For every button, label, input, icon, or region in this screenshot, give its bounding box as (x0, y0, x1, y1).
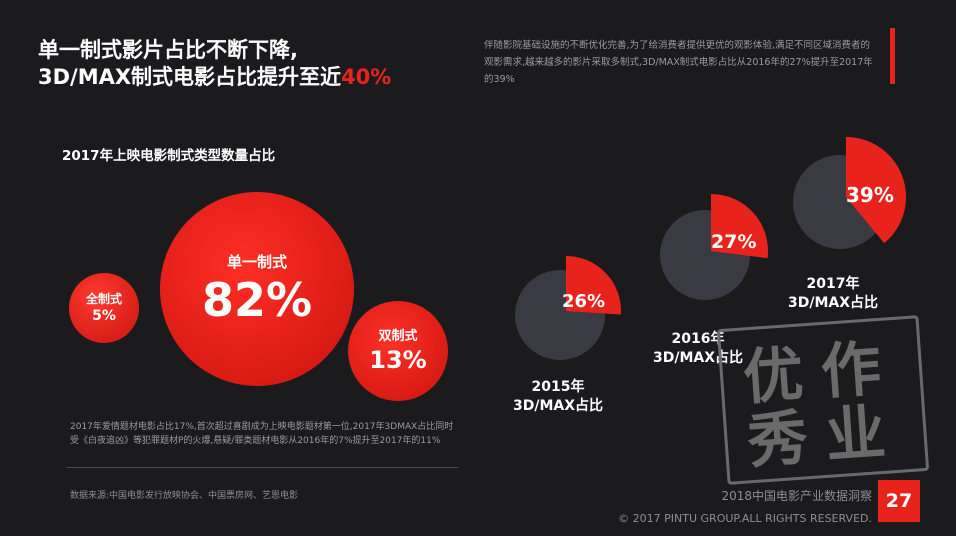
copyright: © 2017 PINTU GROUP.ALL RIGHTS RESERVED. (618, 512, 872, 525)
pie-2017-value: 39% (846, 183, 894, 207)
pie-2015-caption-metric: 3D/MAX占比 (512, 398, 604, 414)
pie-2015-value: 26% (562, 291, 606, 312)
divider (66, 467, 458, 468)
pie-2015-caption-year: 2015年 (531, 379, 585, 395)
page-title-line2: 3D/MAX制式电影占比提升至近40% (38, 63, 391, 91)
pie-2016-caption-year: 2016年 (671, 331, 725, 347)
pie-2016-value: 27% (711, 231, 757, 253)
pie-2015-slice (566, 256, 621, 315)
bubble-single-format-value: 82% (201, 273, 313, 327)
pie-2017-caption-year: 2017年 (806, 276, 860, 292)
pie-2017-caption-metric: 3D/MAX占比 (787, 295, 879, 311)
page-title-line2-text: 3D/MAX制式电影占比提升至近 (38, 65, 342, 89)
watermark-stamp-text: 优作秀业 (740, 332, 906, 478)
bubble-dual-format-value: 13% (369, 345, 427, 374)
page-number-badge: 27 (878, 480, 920, 522)
bubble-full-format-label: 全制式 (85, 292, 122, 306)
page-title-line1: 单一制式影片占比不断下降, (38, 38, 298, 62)
bubble-chart-title: 2017年上映电影制式类型数量占比 (62, 148, 276, 164)
pie-2016-caption: 2016年 3D/MAX占比 (643, 330, 753, 368)
data-source: 数据来源:中国电影发行放映协会、中国票房网、艺恩电影 (70, 491, 299, 501)
report-title: 2018中国电影产业数据洞察 (721, 489, 872, 503)
bubble-full-format: 全制式 5% (69, 273, 139, 343)
bubble-full-format-value: 5% (92, 308, 116, 324)
pie-2016-caption-metric: 3D/MAX占比 (652, 350, 744, 366)
pie-2016-slice (711, 194, 769, 259)
accent-bar (890, 28, 895, 84)
bubble-dual-format-label: 双制式 (378, 328, 418, 344)
pie-2015-caption: 2015年 3D/MAX占比 (503, 378, 613, 416)
bubble-single-format-label: 单一制式 (226, 253, 287, 271)
page-title-highlight: 40% (341, 65, 392, 89)
bubble-single-format: 单一制式 82% (160, 192, 354, 386)
pie-2017-caption: 2017年 3D/MAX占比 (778, 275, 888, 313)
bubble-dual-format: 双制式 13% (348, 301, 448, 401)
bubble-chart-note: 2017年爱情题材电影占比17%,首次超过喜剧成为上映电影题材第一位,2017年… (70, 422, 454, 446)
pie-2017-slice (846, 137, 907, 244)
watermark-stamp: 优作秀业 (716, 315, 930, 485)
header-description: 伴随影院基础设施的不断优化完善,为了给消费者提供更优的观影体验,满足不同区域消费… (484, 40, 873, 85)
